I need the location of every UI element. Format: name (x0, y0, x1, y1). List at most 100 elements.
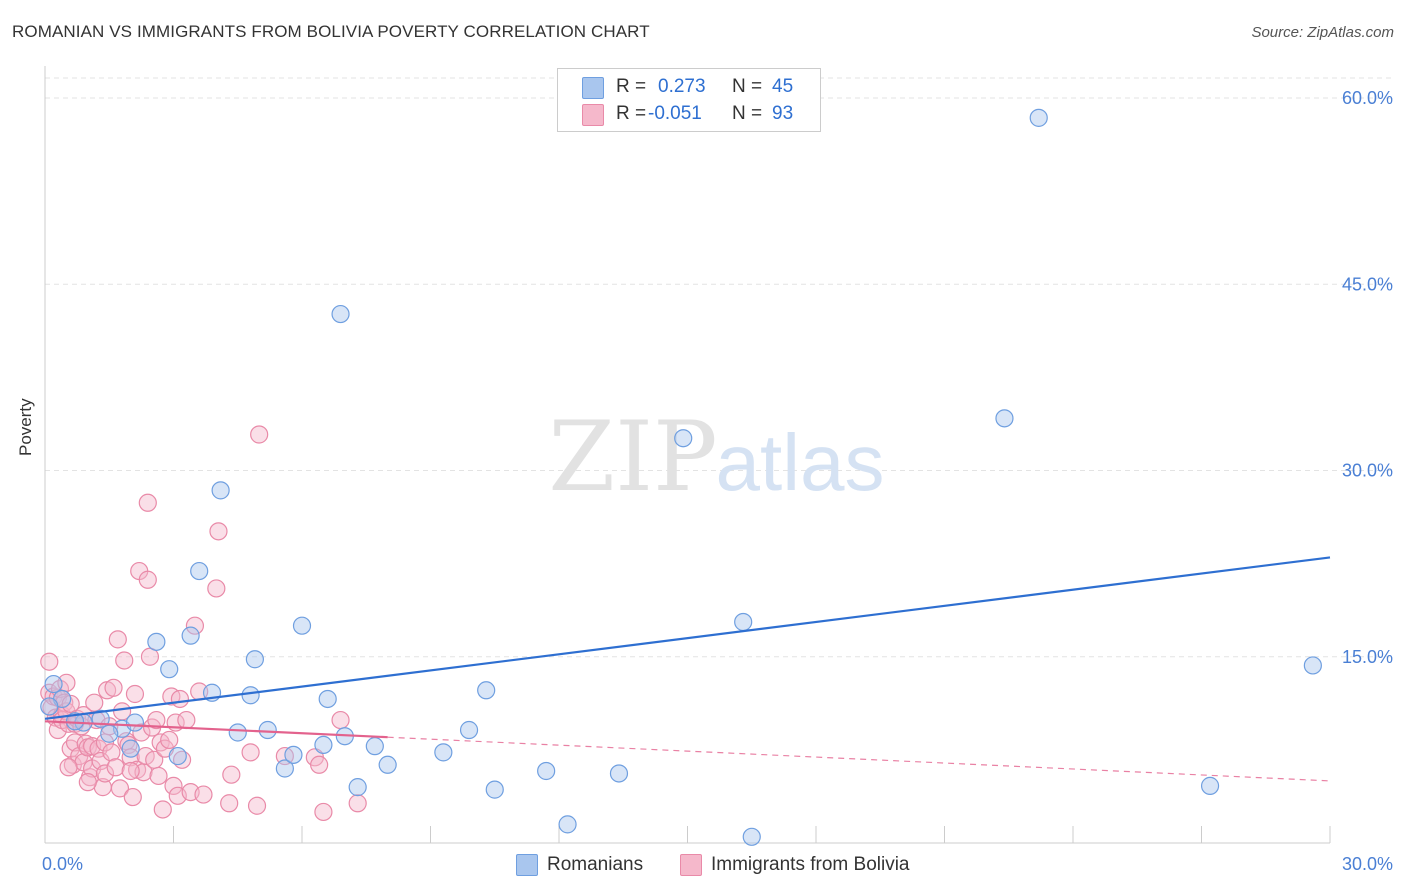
legend-swatch-pink (582, 104, 604, 126)
point-romanian (318, 689, 337, 709)
correlation-legend: R = 0.273 N = 45 R = -0.051 N = 93 (557, 68, 821, 132)
point-romanian (292, 616, 312, 635)
point-romanian (241, 686, 260, 705)
point-romanian (348, 778, 367, 797)
point-romanian (168, 746, 187, 766)
point-romanian (537, 761, 556, 781)
legend-r-label: R = (616, 76, 647, 97)
point-bolivia (78, 773, 97, 792)
point-romanian (1029, 108, 1048, 127)
series-romanians-points (40, 108, 1322, 846)
point-bolivia (138, 570, 157, 589)
legend-r-label: R = (616, 103, 647, 124)
point-romanian (378, 755, 397, 774)
point-romanian (365, 737, 384, 756)
point-romanian (40, 697, 59, 716)
point-bolivia (121, 761, 140, 781)
point-bolivia (85, 693, 104, 712)
tick-labels: 15.0% 30.0% 45.0% 60.0% 0.0% 30.0% (42, 88, 1393, 874)
grid-lines (45, 77, 1393, 658)
point-romanian (477, 681, 496, 700)
point-bolivia (108, 630, 127, 649)
x-tick-label-max: 30.0% (1342, 854, 1393, 874)
trend-lines (44, 556, 1331, 782)
point-bolivia (123, 787, 142, 807)
point-bolivia (185, 616, 205, 635)
point-romanian (558, 815, 577, 834)
watermark-atlas: atlas (716, 418, 885, 507)
point-romanian (331, 304, 350, 324)
point-romanian (100, 724, 119, 743)
legend-n-label: N = (732, 103, 763, 124)
point-bolivia (132, 723, 151, 742)
point-bolivia (209, 522, 228, 541)
point-romanian (742, 827, 761, 846)
point-romanian (121, 739, 140, 758)
legend-n-value: 93 (772, 103, 794, 124)
y-tick-label: 15.0% (1342, 647, 1393, 667)
legend-swatch-blue (516, 854, 538, 876)
point-romanian (609, 764, 629, 783)
point-bolivia (194, 785, 213, 804)
point-bolivia (314, 802, 333, 822)
point-romanian (674, 429, 693, 448)
point-romanian (1200, 776, 1220, 795)
point-bolivia (170, 689, 190, 709)
point-romanian (228, 723, 247, 742)
watermark-zip: ZIP (548, 401, 717, 513)
point-romanian (211, 481, 230, 500)
point-romanian (734, 612, 753, 632)
x-tick-label-min: 0.0% (42, 854, 83, 874)
watermark: ZIP atlas (548, 401, 884, 513)
point-romanian (160, 660, 179, 679)
point-romanian (485, 780, 504, 799)
point-bolivia (59, 758, 78, 777)
chart-title: ROMANIAN VS IMMIGRANTS FROM BOLIVIA POVE… (12, 22, 650, 41)
series-bolivia-points (40, 425, 367, 822)
legend-n-value: 45 (772, 76, 794, 97)
point-bolivia (104, 678, 123, 697)
legend-r-value: -0.051 (648, 103, 702, 124)
point-bolivia (177, 710, 196, 730)
point-bolivia (147, 710, 166, 730)
point-romanian (314, 735, 333, 755)
point-bolivia (40, 652, 59, 671)
point-bolivia (95, 764, 115, 783)
point-romanian (434, 743, 453, 762)
legend-r-value: 0.273 (658, 76, 706, 97)
point-romanian (1303, 656, 1322, 675)
point-romanian (995, 409, 1014, 428)
y-tick-label: 30.0% (1342, 461, 1393, 481)
source-label: Source: ZipAtlas.com (1251, 24, 1394, 41)
point-bolivia (247, 796, 267, 815)
point-bolivia (331, 710, 350, 730)
legend-n-label: N = (732, 76, 763, 97)
point-romanian (181, 626, 200, 645)
trend-line-bolivia (44, 720, 388, 739)
legend-swatch-pink (680, 854, 702, 876)
point-romanian (147, 632, 166, 651)
series-legend: Romanians Immigrants from Bolivia (0, 852, 1406, 878)
legend-label-bolivia: Immigrants from Bolivia (711, 854, 910, 875)
point-bolivia (110, 779, 130, 798)
point-bolivia (250, 425, 269, 444)
point-romanian (125, 713, 145, 732)
y-tick-label: 60.0% (1342, 88, 1393, 108)
legend-swatch-blue (582, 77, 604, 99)
point-romanian (190, 561, 209, 581)
point-bolivia (102, 743, 121, 762)
point-bolivia (106, 758, 125, 777)
legend-label-romanians: Romanians (547, 854, 644, 875)
point-bolivia (160, 730, 179, 750)
point-bolivia (149, 766, 168, 786)
point-bolivia (241, 743, 260, 762)
point-bolivia (115, 651, 134, 670)
point-bolivia (348, 794, 367, 813)
point-bolivia (138, 493, 157, 512)
point-romanian (258, 720, 277, 740)
point-romanian (44, 674, 63, 694)
trend-line-romanians (44, 556, 1331, 720)
point-romanian (275, 759, 294, 778)
point-bolivia (164, 776, 183, 795)
